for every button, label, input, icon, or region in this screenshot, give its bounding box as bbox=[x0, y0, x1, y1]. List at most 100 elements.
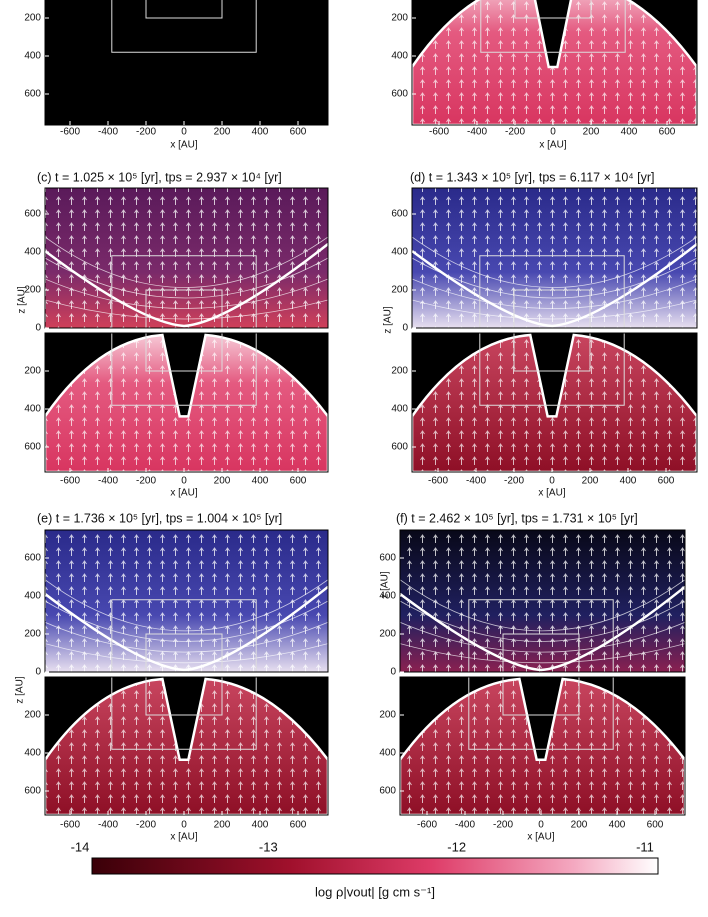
x-tick-label: 400 bbox=[621, 127, 638, 138]
x-tick-label: -400 bbox=[455, 820, 475, 831]
x-tick-label: -400 bbox=[98, 127, 118, 138]
frame bbox=[411, 332, 698, 473]
x-tick-label: -200 bbox=[504, 476, 524, 487]
panel-body bbox=[45, 188, 328, 472]
panel-body bbox=[45, 530, 328, 815]
contour bbox=[45, 299, 328, 320]
x-axis-label: x [AU] bbox=[527, 832, 554, 843]
inner-box bbox=[111, 0, 257, 53]
colorbar-tick-label: -14 bbox=[71, 839, 90, 854]
inner-box bbox=[111, 333, 257, 406]
x-tick-label: 400 bbox=[620, 476, 637, 487]
panel: -600 -400 -200 0 200 400 600 x [AU] 600 400 200 0 20… bbox=[15, 511, 329, 843]
x-tick-label: 200 bbox=[582, 476, 599, 487]
x-tick-label: -400 bbox=[98, 476, 118, 487]
contour bbox=[45, 278, 328, 309]
z-tick-label: 600 bbox=[379, 786, 396, 797]
panel: -600 -400 -200 0 200 400 600 x [AU] 600 400 200 0 20… bbox=[17, 170, 329, 499]
x-tick-label: 600 bbox=[658, 476, 675, 487]
colorbar-tick-label: -13 bbox=[259, 839, 278, 854]
z-axis-label: z [AU] bbox=[380, 571, 391, 598]
panel-body bbox=[412, 188, 697, 472]
x-tick-label: -600 bbox=[60, 476, 80, 487]
x-axis-label: x [AU] bbox=[539, 140, 566, 151]
x-axis-label: x [AU] bbox=[170, 140, 197, 151]
inner-box bbox=[111, 677, 257, 750]
z-tick-label: 400 bbox=[379, 748, 396, 759]
x-tick-label: 200 bbox=[214, 820, 231, 831]
z-tick-label: 400 bbox=[24, 748, 41, 759]
panel: -600 -400 -200 0 200 400 600 x [AU] 600 400 200 0 20… bbox=[379, 511, 686, 843]
x-axis-label: x [AU] bbox=[170, 488, 197, 499]
outflow-boundary bbox=[412, 0, 697, 125]
inner-box bbox=[479, 255, 625, 328]
x-tick-label: -400 bbox=[98, 820, 118, 831]
z-axis-label: z [AU] bbox=[17, 286, 28, 313]
shock-front bbox=[412, 243, 697, 328]
inner-box bbox=[480, 0, 626, 53]
z-tick-label: 200 bbox=[24, 629, 41, 640]
z-tick-label: 200 bbox=[24, 366, 41, 377]
x-tick-label: 0 bbox=[181, 820, 187, 831]
contour bbox=[400, 579, 685, 632]
x-tick-label: -400 bbox=[467, 127, 487, 138]
inner-box bbox=[468, 677, 614, 750]
x-tick-label: 400 bbox=[252, 476, 269, 487]
shock-front bbox=[45, 243, 328, 328]
x-tick-label: 400 bbox=[252, 820, 269, 831]
inner-box bbox=[479, 333, 625, 406]
contour bbox=[412, 278, 697, 309]
x-tick-label: 200 bbox=[571, 820, 588, 831]
z-tick-label: 600 bbox=[24, 89, 41, 100]
x-tick-label: -200 bbox=[505, 127, 525, 138]
z-tick-label: 600 bbox=[391, 89, 408, 100]
frame bbox=[399, 676, 686, 816]
inner-box bbox=[468, 599, 614, 672]
outflow-boundary bbox=[45, 333, 328, 472]
x-tick-label: 200 bbox=[214, 476, 231, 487]
colorbar-tick-label: -12 bbox=[447, 839, 466, 854]
contour bbox=[400, 643, 685, 664]
z-tick-label: 400 bbox=[391, 404, 408, 415]
colorbar bbox=[91, 857, 659, 875]
panel-body bbox=[412, 0, 697, 125]
z-tick-label: 400 bbox=[24, 404, 41, 415]
contour bbox=[45, 621, 328, 653]
z-axis-label: z [AU] bbox=[383, 306, 394, 333]
z-tick-label: 0 bbox=[402, 323, 408, 334]
frame bbox=[411, 0, 698, 126]
z-tick-label: 600 bbox=[391, 442, 408, 453]
panel-title: (c) t = 1.025 × 10⁵ [yr], tps = 2.937 × … bbox=[37, 170, 282, 184]
x-tick-label: -600 bbox=[60, 127, 80, 138]
x-tick-label: -400 bbox=[466, 476, 486, 487]
z-tick-label: 600 bbox=[391, 209, 408, 220]
z-tick-label: 0 bbox=[35, 323, 41, 334]
frame bbox=[44, 0, 329, 126]
panel-title: (e) t = 1.736 × 10⁵ [yr], tps = 1.004 × … bbox=[37, 511, 282, 525]
x-tick-label: 600 bbox=[290, 476, 307, 487]
z-tick-label: 600 bbox=[24, 209, 41, 220]
x-tick-label: 600 bbox=[647, 820, 664, 831]
z-tick-label: 200 bbox=[391, 366, 408, 377]
z-tick-label: 200 bbox=[24, 13, 41, 24]
x-tick-label: 0 bbox=[538, 820, 544, 831]
contour bbox=[45, 236, 328, 288]
lower-field bbox=[45, 0, 328, 125]
contour bbox=[45, 579, 328, 632]
frame bbox=[411, 187, 698, 329]
contour bbox=[400, 621, 685, 653]
shock-front bbox=[45, 585, 328, 672]
inner-box bbox=[111, 599, 257, 672]
frame bbox=[44, 332, 329, 473]
velocity-arrows bbox=[45, 188, 328, 328]
contour bbox=[412, 236, 697, 288]
frame bbox=[399, 529, 686, 673]
outflow-boundary bbox=[412, 333, 697, 472]
x-tick-label: -600 bbox=[60, 820, 80, 831]
panel: -600 -400 -200 0 200 400 600 x [AU] 200 400 600 bbox=[24, 0, 329, 151]
z-axis-label: z [AU] bbox=[15, 676, 26, 703]
contour bbox=[45, 643, 328, 664]
z-tick-label: 400 bbox=[379, 591, 396, 602]
x-tick-label: 0 bbox=[549, 476, 555, 487]
panel: -600 -400 -200 0 200 400 600 x [AU] 200 400 600 bbox=[391, 0, 698, 151]
